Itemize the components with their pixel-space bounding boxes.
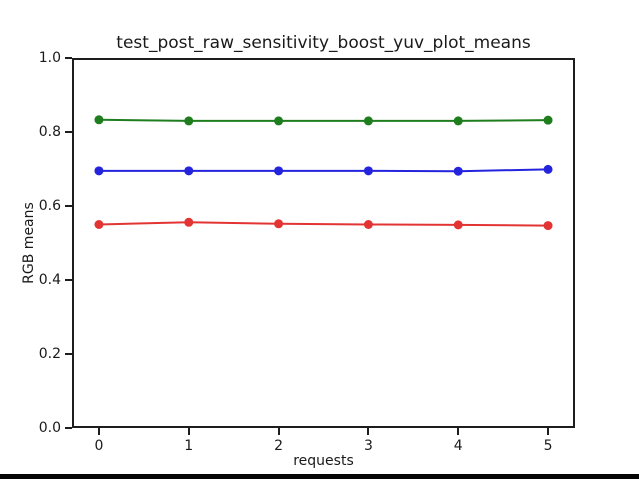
y-tick-mark — [65, 279, 72, 281]
x-tick-mark — [187, 428, 190, 435]
red-channel-line — [98, 221, 549, 227]
x-tick-label: 3 — [363, 438, 373, 454]
y-tick-label: 1.0 — [38, 50, 61, 66]
red-channel-marker — [453, 220, 463, 230]
y-tick-mark — [65, 427, 72, 429]
chart-title: test_post_raw_sensitivity_boost_yuv_plot… — [116, 33, 531, 53]
red-channel-marker — [274, 219, 284, 229]
red-channel-marker — [184, 217, 194, 227]
y-tick-label: 0.8 — [38, 124, 61, 140]
blue-channel-marker — [184, 166, 194, 176]
bottom-edge-bar — [0, 474, 639, 479]
blue-channel-marker — [453, 166, 463, 176]
x-tick-mark — [457, 428, 460, 435]
x-tick-mark — [277, 428, 280, 435]
green-channel-marker — [274, 116, 284, 126]
x-tick-label: 4 — [453, 438, 463, 454]
blue-channel-marker — [94, 166, 104, 176]
green-channel-marker — [94, 115, 104, 125]
x-tick-label: 0 — [94, 438, 104, 454]
x-tick-label: 5 — [543, 438, 553, 454]
x-tick-label: 2 — [274, 438, 284, 454]
green-channel-marker — [184, 116, 194, 126]
red-channel-marker — [363, 220, 373, 229]
green-channel-marker — [453, 116, 463, 126]
green-channel-line — [98, 118, 549, 122]
y-tick-label: 0.0 — [38, 420, 61, 436]
green-channel-marker — [363, 116, 373, 126]
x-tick-mark — [97, 428, 100, 435]
y-tick-mark — [65, 57, 72, 59]
y-tick-mark — [65, 131, 72, 133]
y-tick-mark — [65, 205, 72, 207]
x-tick-label: 1 — [184, 438, 194, 454]
blue-channel-marker — [274, 166, 284, 176]
line-chart — [94, 115, 553, 231]
green-channel-marker — [543, 115, 553, 125]
red-channel-marker — [543, 221, 553, 231]
x-tick-mark — [547, 428, 550, 435]
blue-channel-marker — [363, 166, 373, 176]
red-channel-marker — [94, 220, 104, 229]
y-tick-label: 0.4 — [38, 272, 61, 288]
x-tick-mark — [367, 428, 370, 435]
y-tick-mark — [65, 353, 72, 355]
y-tick-label: 0.2 — [38, 346, 61, 362]
x-axis-label: requests — [293, 453, 354, 469]
y-tick-label: 0.6 — [38, 198, 61, 214]
plot-area — [72, 58, 575, 428]
blue-channel-line — [98, 168, 549, 173]
blue-channel-marker — [543, 164, 553, 174]
